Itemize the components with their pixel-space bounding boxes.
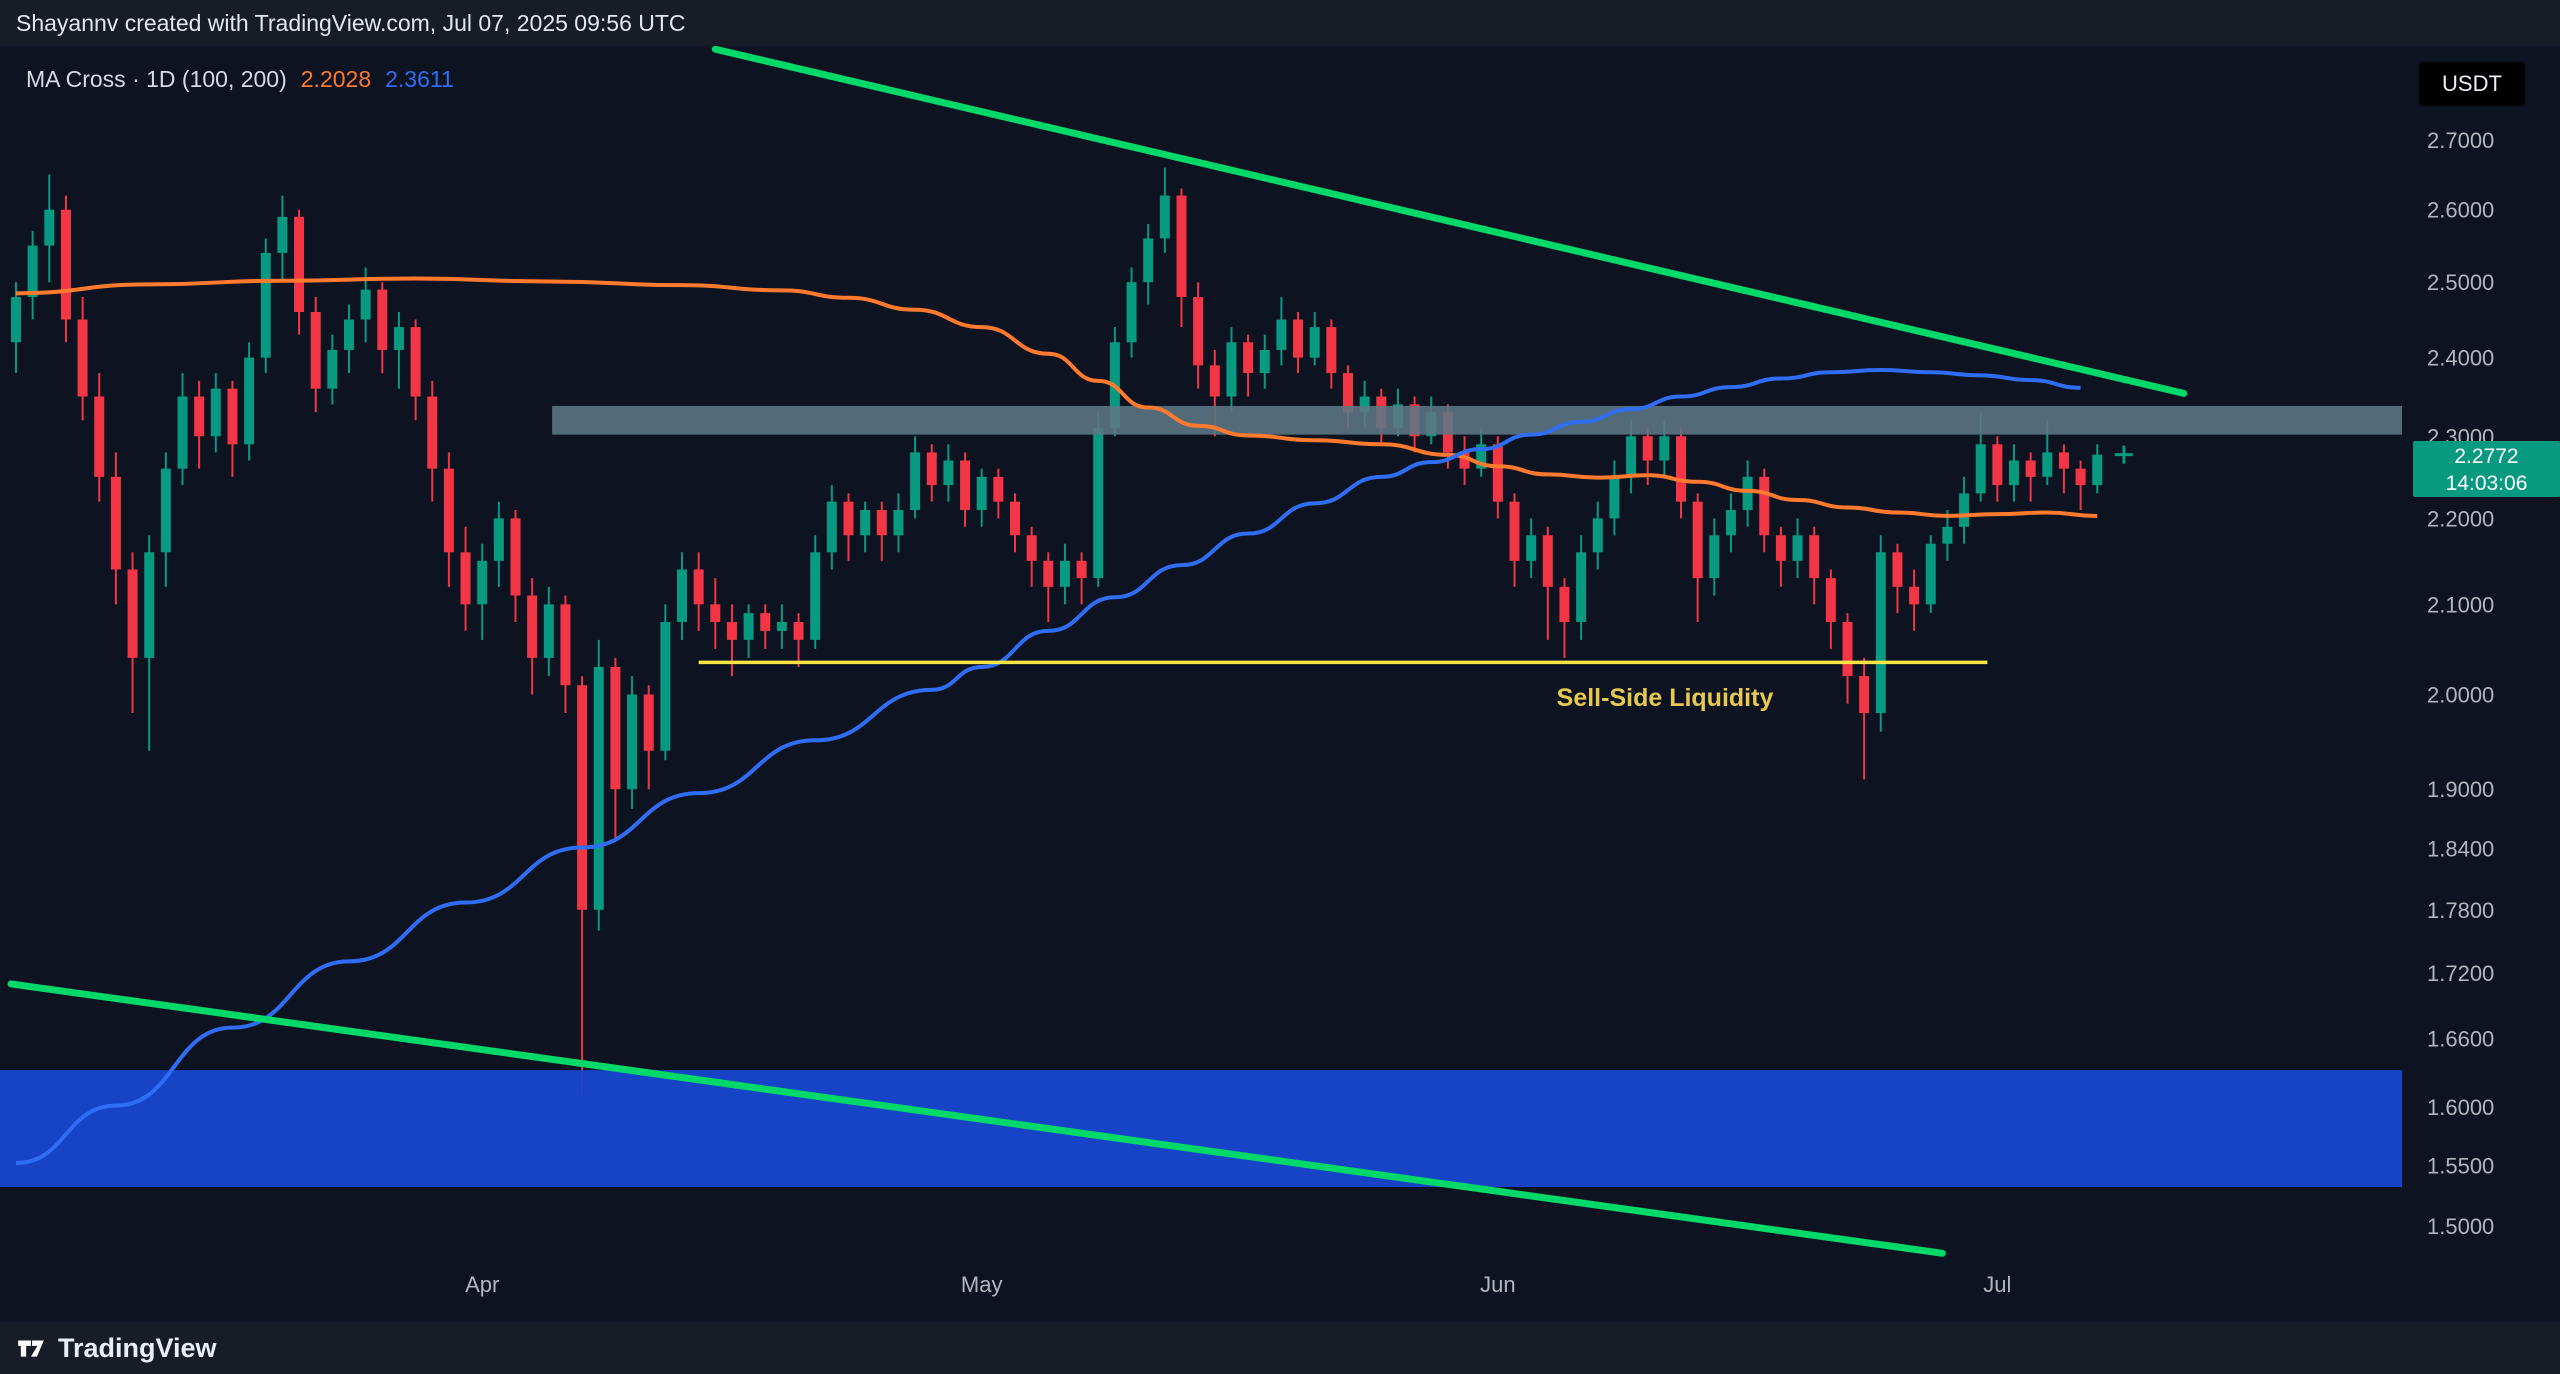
svg-text:May: May [961, 1272, 1003, 1297]
svg-text:2.1000: 2.1000 [2427, 592, 2494, 617]
last-price-badge: 2.2772 14:03:06 [2413, 440, 2560, 497]
svg-text:Jul: Jul [1983, 1272, 2011, 1297]
attribution-bar: Shayannv created with TradingView.com, J… [0, 0, 2560, 46]
svg-text:2.6000: 2.6000 [2427, 198, 2494, 223]
ma200-value: 2.3611 [385, 66, 454, 92]
trendline-lower[interactable] [7, 980, 1946, 1257]
trendline-upper[interactable] [711, 46, 2188, 397]
svg-text:Jun: Jun [1480, 1272, 1515, 1297]
svg-text:2.7000: 2.7000 [2427, 128, 2494, 153]
last-price-marker [2114, 445, 2133, 464]
price-axis[interactable]: 2.70002.60002.50002.40002.30002.20002.10… [2427, 128, 2494, 1239]
svg-text:2.0000: 2.0000 [2427, 682, 2494, 707]
attribution-text: Shayannv created with TradingView.com, J… [16, 9, 686, 36]
svg-text:2.5000: 2.5000 [2427, 270, 2494, 295]
indicator-title[interactable]: MA Cross · 1D (100, 200) [26, 66, 287, 92]
demand-zone[interactable] [0, 1070, 2402, 1187]
tradingview-brand[interactable]: TradingView [58, 1332, 217, 1363]
ma200-line[interactable] [15, 367, 2081, 1166]
svg-text:2.2000: 2.2000 [2427, 506, 2494, 531]
tradingview-logo-icon[interactable] [16, 1333, 46, 1363]
time-axis[interactable]: Apr May Jun Jul [465, 1272, 2011, 1297]
quote-currency-badge: USDT [2419, 62, 2525, 106]
ma100-value: 2.2028 [300, 66, 372, 92]
svg-text:1.6000: 1.6000 [2427, 1095, 2494, 1120]
candles-layer [11, 167, 2103, 1096]
svg-text:1.5000: 1.5000 [2427, 1214, 2494, 1239]
svg-text:1.6600: 1.6600 [2427, 1027, 2494, 1052]
svg-text:Apr: Apr [465, 1272, 499, 1297]
ma100-line[interactable] [15, 276, 2098, 519]
svg-text:1.5500: 1.5500 [2427, 1153, 2494, 1178]
resistance-zone[interactable] [552, 405, 2402, 435]
svg-text:1.7800: 1.7800 [2427, 898, 2494, 923]
quote-currency-label: USDT [2442, 71, 2502, 96]
svg-text:1.9000: 1.9000 [2427, 777, 2494, 802]
last-price-value: 2.2772 [2454, 444, 2519, 468]
indicator-legend[interactable]: MA Cross · 1D (100, 200) 2.2028 2.3611 [26, 66, 454, 93]
footer-bar: TradingView [0, 1322, 2560, 1374]
svg-text:2.4000: 2.4000 [2427, 346, 2494, 371]
bar-countdown: 14:03:06 [2445, 471, 2528, 495]
sell-side-liquidity-label[interactable]: Sell-Side Liquidity [1556, 684, 1774, 712]
svg-text:1.7200: 1.7200 [2427, 961, 2494, 986]
svg-text:1.8400: 1.8400 [2427, 837, 2494, 862]
plot-area[interactable] [0, 46, 2402, 1257]
